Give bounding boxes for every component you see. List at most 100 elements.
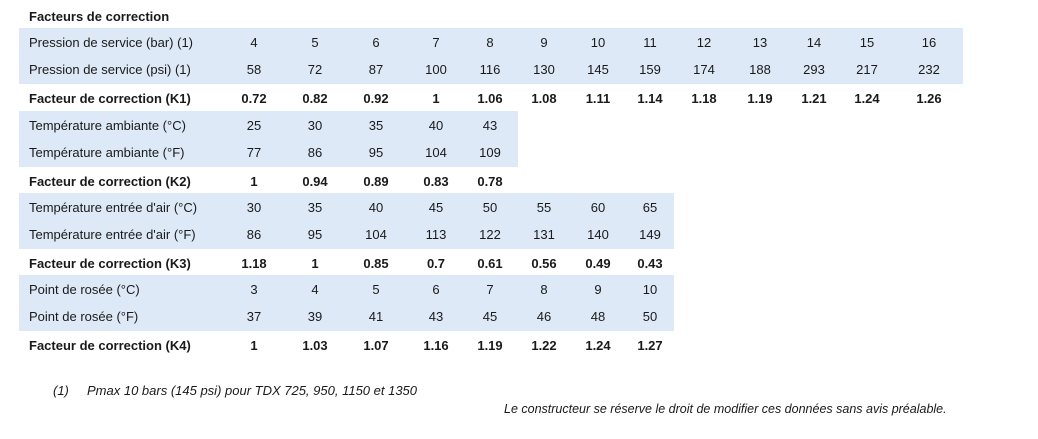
table-cell: 1 xyxy=(311,256,319,271)
table-cell: 6 xyxy=(432,282,440,297)
table-cell: 0.49 xyxy=(585,256,611,271)
row-label: Facteur de correction (K1) xyxy=(29,91,191,106)
table-cell: 174 xyxy=(693,62,715,77)
factor-row: Facteur de correction (K4) 1 1.03 1.07 1.16 1… xyxy=(0,335,1038,357)
factor-row: Facteur de correction (K3) 1.18 1 0.85 0.7 0.… xyxy=(0,253,1038,275)
table-cell: 50 xyxy=(482,200,498,215)
table-cell: 1.06 xyxy=(477,91,503,106)
table-cell: 1.16 xyxy=(423,338,449,353)
table-row: Température entrée d'air (°F) 86 95 104 113 1… xyxy=(0,224,1038,246)
table-cell: 65 xyxy=(642,200,658,215)
table-cell: 7 xyxy=(432,35,440,50)
table-cell: 0.43 xyxy=(637,256,663,271)
table-cell: 45 xyxy=(428,200,444,215)
table-cell: 1.26 xyxy=(916,91,942,106)
table-cell: 9 xyxy=(540,35,548,50)
table-cell: 1.21 xyxy=(801,91,827,106)
table-cell: 86 xyxy=(307,145,323,160)
table-cell: 72 xyxy=(307,62,323,77)
table-cell: 109 xyxy=(479,145,501,160)
table-cell: 1.08 xyxy=(531,91,557,106)
table-cell: 4 xyxy=(311,282,319,297)
table-cell: 0.7 xyxy=(426,256,446,271)
table-cell: 145 xyxy=(587,62,609,77)
table-row: Pression de service (psi) (1) 58 72 87 100 11… xyxy=(0,59,1038,81)
table-cell: 0.94 xyxy=(302,174,328,189)
table-cell: 1 xyxy=(250,174,258,189)
table-cell: 1.07 xyxy=(363,338,389,353)
table-cell: 35 xyxy=(368,118,384,133)
table-cell: 60 xyxy=(590,200,606,215)
table-cell: 1 xyxy=(432,91,440,106)
table-cell: 5 xyxy=(311,35,319,50)
table-cell: 39 xyxy=(307,309,323,324)
row-label: Point de rosée (°F) xyxy=(29,309,139,324)
row-label: Température entrée d'air (°C) xyxy=(29,200,198,215)
table-cell: 1.03 xyxy=(302,338,328,353)
table-row: Température entrée d'air (°C) 30 35 40 45 50 5… xyxy=(0,197,1038,219)
table-cell: 95 xyxy=(368,145,384,160)
table-cell: 30 xyxy=(246,200,262,215)
table-cell: 0.83 xyxy=(423,174,449,189)
table-cell: 35 xyxy=(307,200,323,215)
table-row: Température ambiante (°F) 77 86 95 104 109 xyxy=(0,142,1038,164)
factor-row: Facteur de correction (K1) 0.72 0.82 0.92 1 1… xyxy=(0,88,1038,110)
table-cell: 1.24 xyxy=(854,91,880,106)
disclaimer: Le constructeur se réserve le droit de m… xyxy=(504,402,947,416)
table-cell: 43 xyxy=(482,118,498,133)
table-cell: 159 xyxy=(639,62,661,77)
table-cell: 8 xyxy=(540,282,548,297)
table-cell: 45 xyxy=(482,309,498,324)
table-cell: 4 xyxy=(250,35,258,50)
table-cell: 6 xyxy=(372,35,380,50)
table-cell: 15 xyxy=(859,35,875,50)
table-cell: 87 xyxy=(368,62,384,77)
group-band-3 xyxy=(19,193,674,249)
row-label: Température ambiante (°C) xyxy=(29,118,186,133)
table-cell: 95 xyxy=(307,227,323,242)
row-label: Point de rosée (°C) xyxy=(29,282,140,297)
group-band-4 xyxy=(19,275,674,331)
table-cell: 1.14 xyxy=(637,91,663,106)
table-cell: 1 xyxy=(250,338,258,353)
table-cell: 149 xyxy=(639,227,661,242)
table-cell: 46 xyxy=(536,309,552,324)
table-cell: 3 xyxy=(250,282,258,297)
table-cell: 86 xyxy=(246,227,262,242)
table-cell: 122 xyxy=(479,227,501,242)
table-cell: 25 xyxy=(246,118,262,133)
table-cell: 1.18 xyxy=(241,256,267,271)
table-cell: 140 xyxy=(587,227,609,242)
table-cell: 0.85 xyxy=(363,256,389,271)
row-label: Facteur de correction (K4) xyxy=(29,338,191,353)
table-cell: 1.18 xyxy=(691,91,717,106)
table-cell: 0.61 xyxy=(477,256,503,271)
table-cell: 0.72 xyxy=(241,91,267,106)
table-title: Facteurs de correction xyxy=(29,9,170,24)
footnote-text: Pmax 10 bars (145 psi) pour TDX 725, 950… xyxy=(87,383,418,398)
footnote: (1) Pmax 10 bars (145 psi) pour TDX 725, … xyxy=(53,383,417,398)
table-cell: 50 xyxy=(642,309,658,324)
table-cell: 14 xyxy=(806,35,822,50)
factor-row: Facteur de correction (K2) 1 0.94 0.89 0.83 0… xyxy=(0,171,1038,193)
table-cell: 104 xyxy=(425,145,447,160)
table-cell: 30 xyxy=(307,118,323,133)
footnote-number: (1) xyxy=(53,383,69,398)
group-band-1 xyxy=(19,28,963,84)
table-cell: 48 xyxy=(590,309,606,324)
table-cell: 1.19 xyxy=(477,338,503,353)
table-cell: 77 xyxy=(246,145,262,160)
row-label: Température entrée d'air (°F) xyxy=(29,227,196,242)
table-row: Point de rosée (°C) 3 4 5 6 7 8 9 10 xyxy=(0,279,1038,301)
table-cell: 293 xyxy=(803,62,825,77)
table-cell: 232 xyxy=(918,62,940,77)
table-cell: 43 xyxy=(428,309,444,324)
table-row: Pression de service (bar) (1) 4 5 6 7 8 9 10 11 1… xyxy=(0,32,1038,54)
table-cell: 55 xyxy=(536,200,552,215)
table-cell: 130 xyxy=(533,62,555,77)
table-cell: 188 xyxy=(749,62,771,77)
table-cell: 10 xyxy=(590,35,606,50)
table-cell: 0.56 xyxy=(531,256,557,271)
table-cell: 1.19 xyxy=(747,91,773,106)
